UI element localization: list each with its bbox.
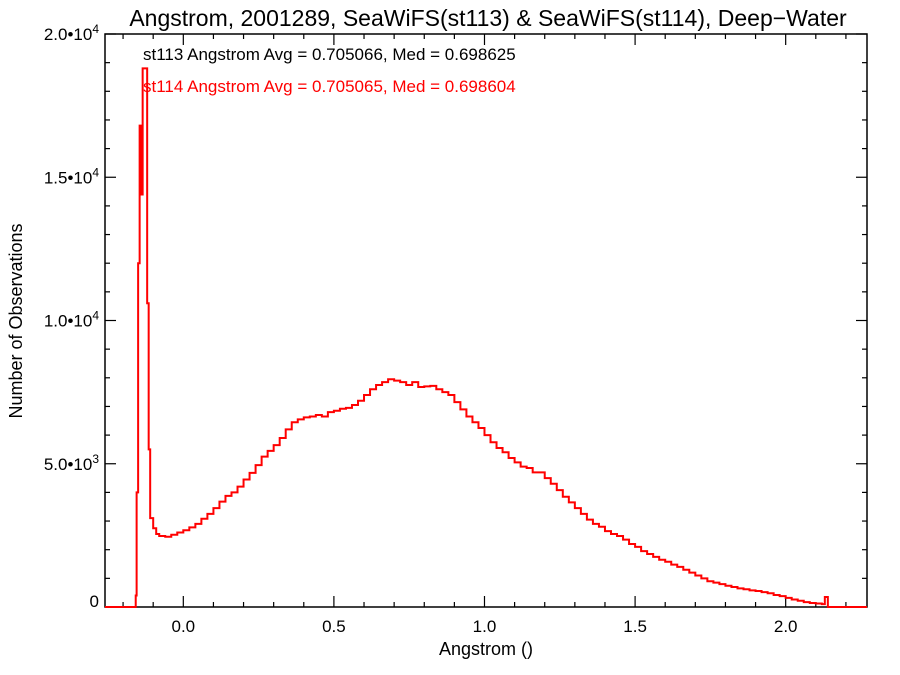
series-line-0: [105, 67, 867, 608]
x-tick-label: 1.5: [623, 617, 647, 636]
x-axis-label: Angstrom (): [439, 639, 533, 659]
x-tick-label: 1.0: [473, 617, 497, 636]
series-layer: [105, 67, 867, 608]
chart-title: Angstrom, 2001289, SeaWiFS(st113) & SeaW…: [129, 5, 847, 31]
annotation-st114: st114 Angstrom Avg = 0.705065, Med = 0.6…: [143, 77, 516, 96]
y-tick-label: 1.5•104: [44, 165, 100, 187]
y-tick-label: 2.0•104: [44, 22, 100, 44]
y-axis: 0 5.0•103 1.0•104 1.5•104 2.0•104: [44, 22, 867, 611]
x-tick-label: 2.0: [774, 617, 798, 636]
x-axis: 0.0 0.5 1.0 1.5 2.0: [122, 34, 847, 636]
y-tick-label: 1.0•104: [44, 309, 100, 331]
y-tick-label: 0: [90, 592, 99, 611]
annotation-st113: st113 Angstrom Avg = 0.705066, Med = 0.6…: [143, 45, 516, 64]
x-tick-label: 0.0: [171, 617, 195, 636]
y-tick-label: 5.0•103: [44, 452, 100, 474]
y-axis-label: Number of Observations: [6, 223, 26, 418]
x-tick-label: 0.5: [322, 617, 346, 636]
